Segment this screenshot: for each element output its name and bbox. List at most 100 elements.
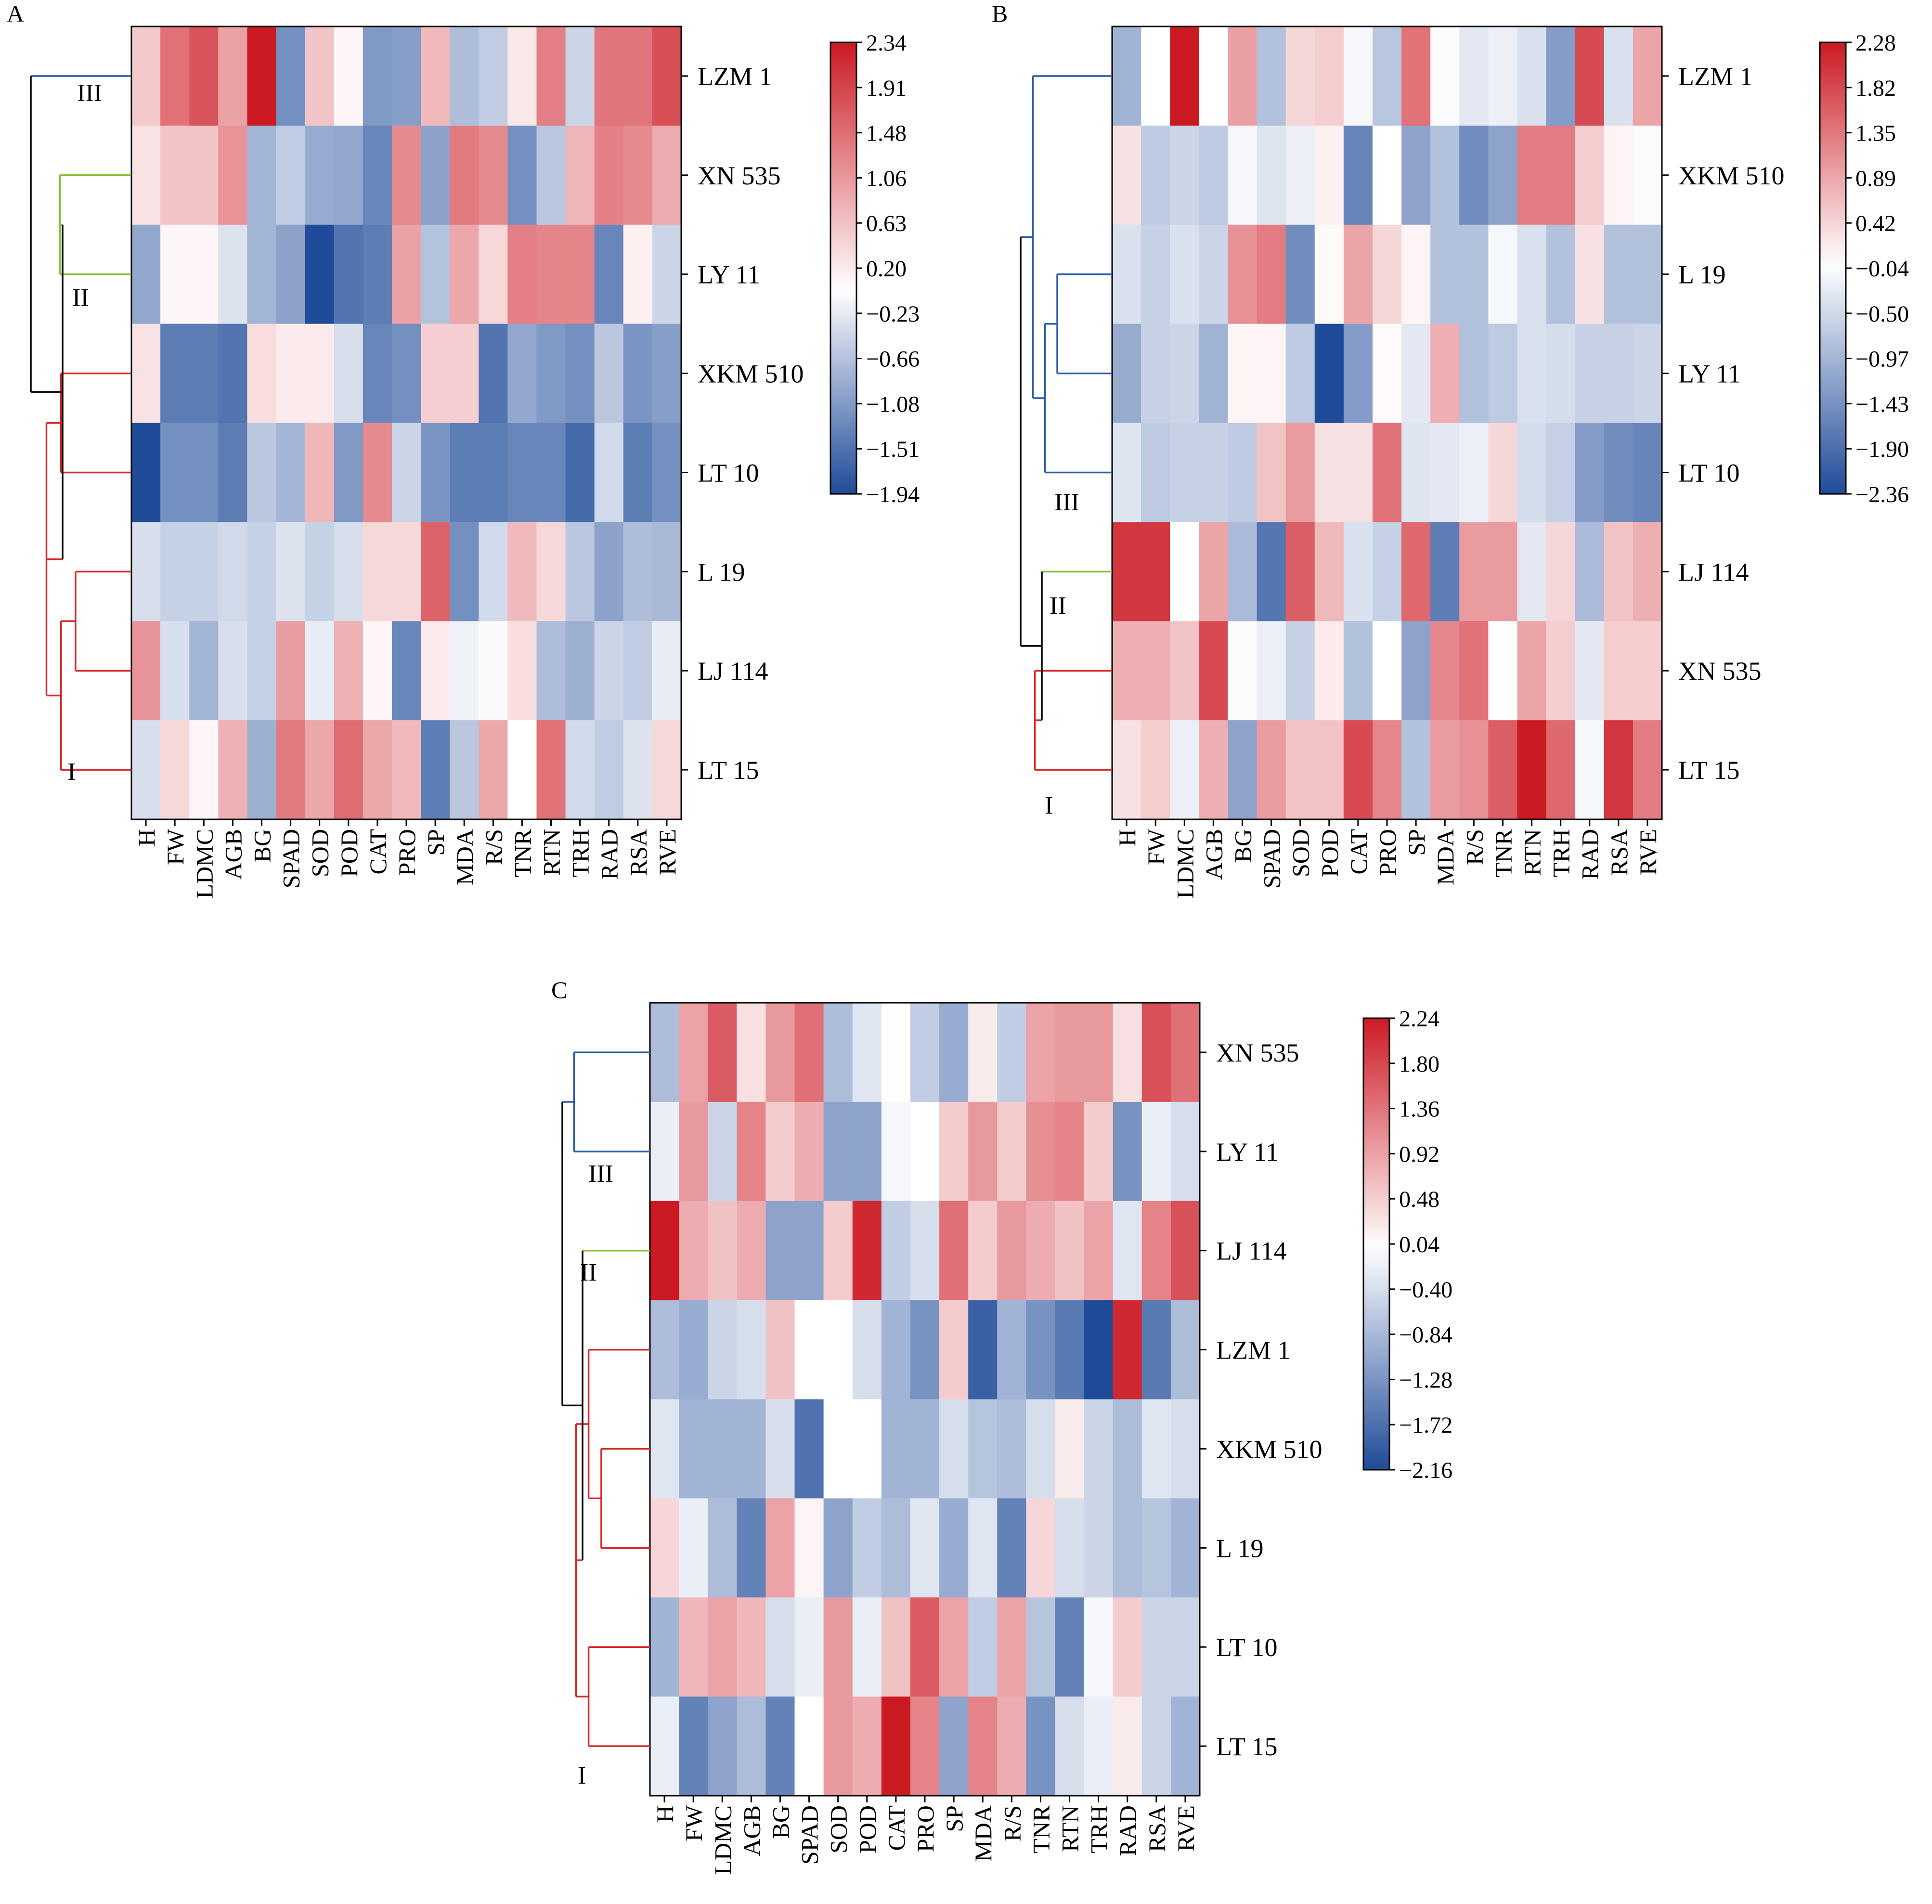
heatmap-cell xyxy=(507,26,537,126)
heatmap-cell xyxy=(708,1300,737,1400)
heatmap-cell xyxy=(276,26,306,126)
heatmap-cell xyxy=(594,324,624,424)
heatmap-cell xyxy=(363,522,392,622)
heatmap-cell xyxy=(652,26,682,126)
heatmap-cell xyxy=(1314,621,1344,721)
heatmap-cell xyxy=(565,720,595,820)
heatmap-cell xyxy=(247,720,277,820)
heatmap-cell xyxy=(1170,224,1199,324)
heatmap-cell xyxy=(765,1597,795,1697)
heatmap-cell xyxy=(823,1697,853,1796)
heatmap-cell xyxy=(565,224,595,324)
column-label: TRH xyxy=(567,829,594,877)
heatmap-cell xyxy=(910,1399,940,1499)
heatmap-cell xyxy=(1257,26,1286,126)
heatmap-cell xyxy=(189,125,219,225)
heatmap-cell xyxy=(305,621,335,721)
cluster-label: I xyxy=(1045,792,1053,819)
heatmap-cell xyxy=(1257,720,1286,820)
heatmap-cell xyxy=(1517,621,1547,721)
heatmap-cell xyxy=(1199,26,1229,126)
heatmap-cell xyxy=(1488,621,1518,721)
column-label: SPAD xyxy=(1258,829,1285,888)
heatmap-cell xyxy=(997,1399,1026,1499)
heatmap-cell xyxy=(363,125,392,225)
heatmap-cell xyxy=(479,324,508,424)
heatmap-cell xyxy=(305,26,335,126)
heatmap-cell xyxy=(450,125,479,225)
heatmap-cell xyxy=(1459,423,1489,522)
heatmap-cell xyxy=(334,26,363,126)
heatmap-cell xyxy=(160,26,190,126)
heatmap-cell xyxy=(881,1101,911,1202)
heatmap-cell xyxy=(1228,125,1258,225)
heatmap-cell xyxy=(881,1697,911,1796)
colorbar-tick-label: −0.66 xyxy=(866,347,920,372)
row-label: L 19 xyxy=(1678,260,1725,289)
heatmap-cell xyxy=(737,1697,766,1796)
heatmap-cell xyxy=(679,1697,708,1796)
heatmap-cell xyxy=(1285,621,1315,721)
row-label: LT 10 xyxy=(1678,458,1740,487)
heatmap-cell xyxy=(276,324,306,424)
column-label: RTN xyxy=(1057,1805,1084,1852)
heatmap-cell xyxy=(565,324,595,424)
heatmap-cell xyxy=(131,324,161,424)
heatmap-cell xyxy=(1026,1697,1056,1796)
heatmap-cell xyxy=(765,1101,795,1202)
heatmap-cell xyxy=(968,1697,998,1796)
heatmap-cell xyxy=(421,621,450,721)
colorbar-tick-label: −0.84 xyxy=(1399,1322,1452,1348)
column-label: RVE xyxy=(654,829,681,875)
heatmap-cell xyxy=(1314,125,1344,225)
heatmap-cell xyxy=(160,324,190,424)
heatmap-cell xyxy=(334,423,363,522)
heatmap-cell xyxy=(1228,324,1258,424)
column-label: RVE xyxy=(1634,829,1661,875)
heatmap-cell xyxy=(1141,324,1170,424)
heatmap-cell xyxy=(1343,621,1373,721)
heatmap-cell xyxy=(1141,1498,1171,1598)
colorbar-tick-label: −0.04 xyxy=(1855,256,1909,282)
heatmap-cell xyxy=(997,1003,1026,1102)
heatmap-cell xyxy=(391,26,421,126)
heatmap-cell xyxy=(1170,1697,1200,1796)
heatmap-cell xyxy=(218,324,248,424)
column-label: SP xyxy=(941,1805,968,1832)
heatmap-cell xyxy=(1459,26,1489,126)
heatmap-cell xyxy=(391,224,421,324)
heatmap-cell xyxy=(421,522,450,622)
heatmap-cell xyxy=(1343,720,1373,820)
row-label: LT 15 xyxy=(1216,1732,1278,1761)
column-label: SP xyxy=(422,829,449,856)
heatmap-cell xyxy=(1055,1300,1085,1400)
heatmap-cell xyxy=(247,621,277,721)
heatmap-cell xyxy=(1112,125,1141,225)
heatmap-cell xyxy=(1199,720,1229,820)
heatmap-cell xyxy=(997,1201,1026,1301)
heatmap-cell xyxy=(1401,423,1431,522)
column-label: H xyxy=(133,829,160,846)
heatmap-cell xyxy=(1285,423,1315,522)
heatmap-cell xyxy=(594,621,624,721)
heatmap-cell xyxy=(737,1498,766,1598)
heatmap-cell xyxy=(1257,125,1286,225)
colorbar-tick-label: 2.28 xyxy=(1855,30,1896,56)
colorbar-tick-label: 0.89 xyxy=(1855,166,1896,191)
heatmap-cell xyxy=(1055,1498,1085,1598)
heatmap-cell xyxy=(131,423,161,522)
heatmap-cells xyxy=(650,1003,1200,1796)
heatmap-cell xyxy=(565,423,595,522)
heatmap-cell xyxy=(1575,621,1605,721)
heatmap-cell xyxy=(1633,522,1662,622)
heatmap-cell xyxy=(765,1003,795,1102)
colorbar-tick-label: 1.82 xyxy=(1855,76,1896,101)
heatmap-cell xyxy=(1488,224,1518,324)
heatmap-cell xyxy=(1546,522,1576,622)
heatmap-cell xyxy=(1517,720,1547,820)
heatmap-cell xyxy=(794,1101,824,1202)
heatmap-cell xyxy=(939,1003,969,1102)
heatmap-cell xyxy=(1488,125,1518,225)
cluster-label: II xyxy=(1050,592,1066,620)
heatmap-cell xyxy=(1575,423,1605,522)
